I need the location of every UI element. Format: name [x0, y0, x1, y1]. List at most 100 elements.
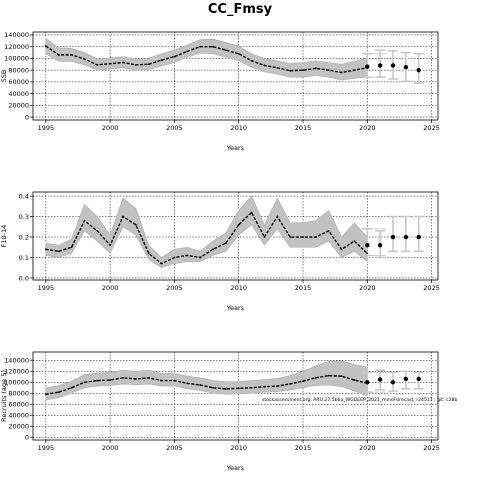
x-tick-label: 2020 — [359, 284, 376, 292]
estimate-point — [263, 236, 266, 238]
forecast-point — [390, 234, 396, 240]
estimate-point — [224, 387, 227, 390]
estimate-point — [186, 382, 189, 385]
x-tick-label: 2020 — [359, 444, 376, 452]
y-axis-label: F10-14 — [0, 225, 8, 248]
x-tick-label: 2000 — [102, 444, 119, 452]
x-axis-label: Years — [226, 304, 245, 312]
x-tick-label: 2010 — [230, 444, 247, 452]
x-tick-label: 1995 — [38, 124, 55, 132]
confidence-band — [45, 360, 368, 401]
source-note: stockassessment.org, ARU.27.5b6a_WGDEEP_… — [262, 397, 457, 403]
estimate-point — [276, 66, 279, 69]
estimate-point — [289, 383, 292, 385]
estimate-point — [83, 58, 86, 60]
x-tick-label: 2025 — [423, 444, 440, 452]
forecast-error-bar — [362, 228, 373, 257]
estimate-point — [160, 379, 163, 382]
estimate-point — [276, 385, 279, 387]
estimate-point — [44, 393, 47, 396]
estimate-point — [353, 379, 356, 381]
x-tick-label: 1995 — [38, 444, 55, 452]
estimate-point — [250, 386, 253, 389]
x-tick-label: 2005 — [166, 444, 183, 452]
estimate-point — [122, 215, 124, 218]
estimate-point — [147, 376, 150, 379]
estimate-point — [314, 376, 317, 379]
estimate-point — [70, 53, 73, 56]
estimate-point — [302, 69, 304, 72]
estimate-point — [199, 45, 202, 48]
plot-frame — [32, 31, 439, 121]
estimate-point — [173, 256, 176, 259]
ssb-panel: 1995 2000 2005 2010 2015 2020 2025 0 20000 40000 6… — [0, 31, 440, 152]
estimate-point — [199, 256, 202, 259]
estimate-point — [237, 52, 240, 55]
y-tick-label: 100000 — [4, 55, 29, 63]
y-tick-label: 0.3 — [19, 213, 29, 221]
chart-title: CC_Fmsy — [208, 2, 273, 17]
estimate-point — [44, 45, 47, 47]
x-tick-label: 2015 — [295, 284, 312, 292]
y-tick-label: 120000 — [4, 43, 29, 51]
data-layer — [44, 37, 424, 84]
estimate-point — [70, 246, 73, 249]
estimate-point — [147, 252, 150, 255]
forecast-point — [365, 64, 370, 69]
forecast-error-bar — [400, 215, 411, 253]
estimate-point — [263, 385, 266, 388]
forecast-point — [377, 243, 383, 248]
grid-lines — [33, 352, 438, 440]
estimate-point — [109, 62, 112, 65]
estimate-point — [186, 50, 189, 53]
estimate-point — [353, 69, 356, 72]
confidence-band — [45, 195, 368, 269]
estimate-point — [237, 223, 240, 226]
forecast-point — [403, 65, 409, 70]
estimate-point — [302, 236, 304, 238]
forecast-point — [416, 67, 421, 73]
estimate-point — [327, 69, 330, 72]
estimate-point — [237, 387, 240, 390]
y-axis-label: SSB — [0, 70, 8, 83]
estimate-point — [134, 63, 137, 66]
estimate-point — [57, 53, 60, 56]
estimate-point — [212, 386, 214, 389]
estimate-point — [289, 69, 292, 72]
data-layer — [44, 195, 424, 269]
fbar-panel: 1995 2000 2005 2010 2015 2020 2025 0.0 0.1 0.2 0.3… — [0, 191, 440, 312]
x-axis-label: Years — [226, 464, 245, 472]
estimate-point — [44, 248, 47, 251]
x-tick-label: 1995 — [38, 284, 55, 292]
estimate-point — [173, 55, 176, 58]
estimate-point — [134, 223, 137, 226]
estimate-point — [160, 262, 163, 265]
estimate-point — [250, 211, 253, 214]
estimate-point — [57, 250, 60, 253]
forecast-error-bar — [413, 215, 424, 253]
y-tick-label: 20000 — [8, 102, 29, 110]
recruits-panel: 1995 2000 2005 2010 2015 2020 2025 0 20000 40000 6… — [0, 351, 440, 472]
forecast-point — [403, 376, 409, 382]
estimate-point — [122, 376, 124, 379]
plot-frame — [32, 191, 439, 281]
estimate-point — [302, 380, 304, 383]
x-axis-label: Years — [226, 144, 245, 152]
estimate-point — [263, 64, 266, 67]
forecast-point — [377, 377, 383, 382]
forecast-point — [416, 376, 421, 382]
estimate-point — [83, 381, 86, 384]
y-tick-label: 80000 — [8, 66, 29, 74]
estimate-point — [353, 240, 356, 243]
estimate-point — [160, 59, 163, 62]
x-tick-label: 2000 — [102, 124, 119, 132]
y-tick-label: 140000 — [4, 357, 29, 365]
x-tick-label: 2015 — [295, 444, 312, 452]
forecast-point — [403, 234, 409, 240]
estimate-point — [109, 244, 112, 247]
estimate-point — [70, 386, 73, 389]
x-tick-label: 2005 — [166, 284, 183, 292]
estimate-point — [186, 254, 189, 257]
estimate-line — [45, 45, 368, 74]
